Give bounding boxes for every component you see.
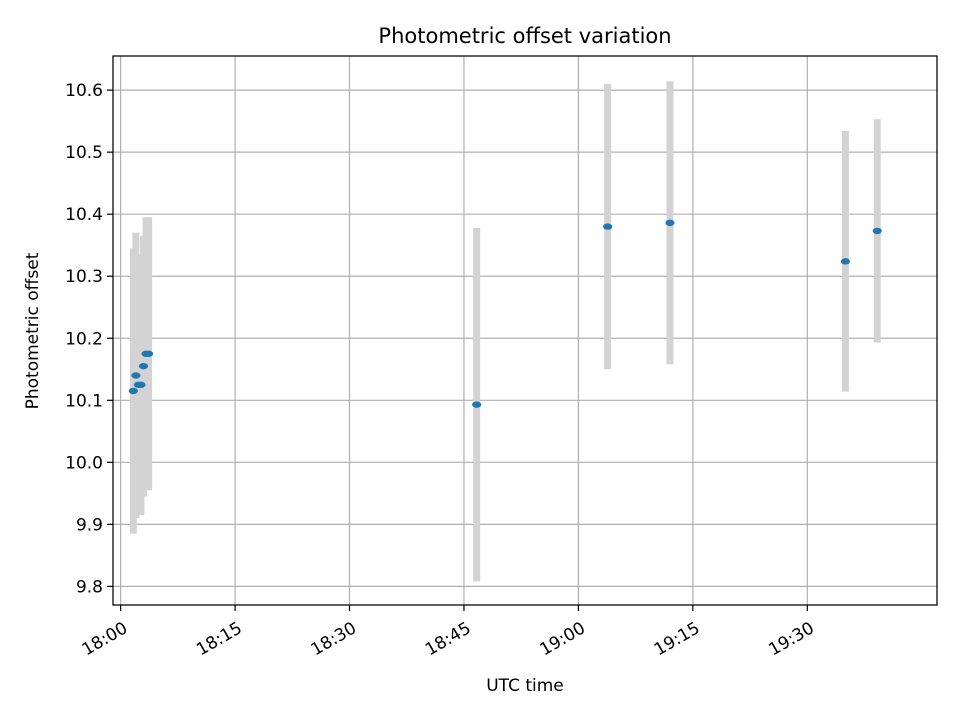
errorbars xyxy=(129,81,881,582)
data-point xyxy=(603,223,613,230)
grid xyxy=(113,56,937,605)
data-point xyxy=(136,381,146,388)
y-tick-label: 9.8 xyxy=(76,577,103,597)
y-tick-label: 10.1 xyxy=(65,391,103,411)
data-point xyxy=(144,350,154,357)
data-points xyxy=(128,219,882,408)
x-tick-label: 18:30 xyxy=(308,618,360,660)
x-tick-label: 19:30 xyxy=(765,618,817,660)
data-point xyxy=(128,387,138,395)
y-tick-label: 9.9 xyxy=(76,515,103,535)
x-tick-label: 19:15 xyxy=(651,618,703,660)
y-tick-label: 10.5 xyxy=(65,143,103,163)
data-point xyxy=(131,372,141,379)
y-tick-label: 10.6 xyxy=(65,81,103,101)
data-point xyxy=(840,258,851,265)
data-point xyxy=(665,219,675,227)
chart-title: Photometric offset variation xyxy=(378,24,671,48)
data-point xyxy=(872,227,882,235)
y-tick-label: 10.4 xyxy=(65,205,103,225)
x-axis-ticks: 18:00 18:15 18:30 18:45 19:00 19:15 19:30 xyxy=(79,605,818,660)
data-point xyxy=(472,401,482,408)
y-axis-ticks: 9.8 9.9 10.0 10.1 10.2 10.3 10.4 10.5 10.6 xyxy=(65,81,113,597)
x-tick-label: 19:00 xyxy=(536,618,588,660)
x-axis-label: UTC time xyxy=(486,676,564,696)
x-tick-label: 18:45 xyxy=(422,618,474,660)
plot-frame xyxy=(112,55,938,606)
y-tick-label: 10.0 xyxy=(65,453,103,473)
data-point xyxy=(138,362,149,370)
y-tick-label: 10.2 xyxy=(65,329,103,349)
y-axis-label: Photometric offset xyxy=(23,252,43,409)
x-tick-label: 18:00 xyxy=(79,618,131,660)
y-tick-label: 10.3 xyxy=(65,267,103,287)
x-tick-label: 18:15 xyxy=(193,618,245,660)
